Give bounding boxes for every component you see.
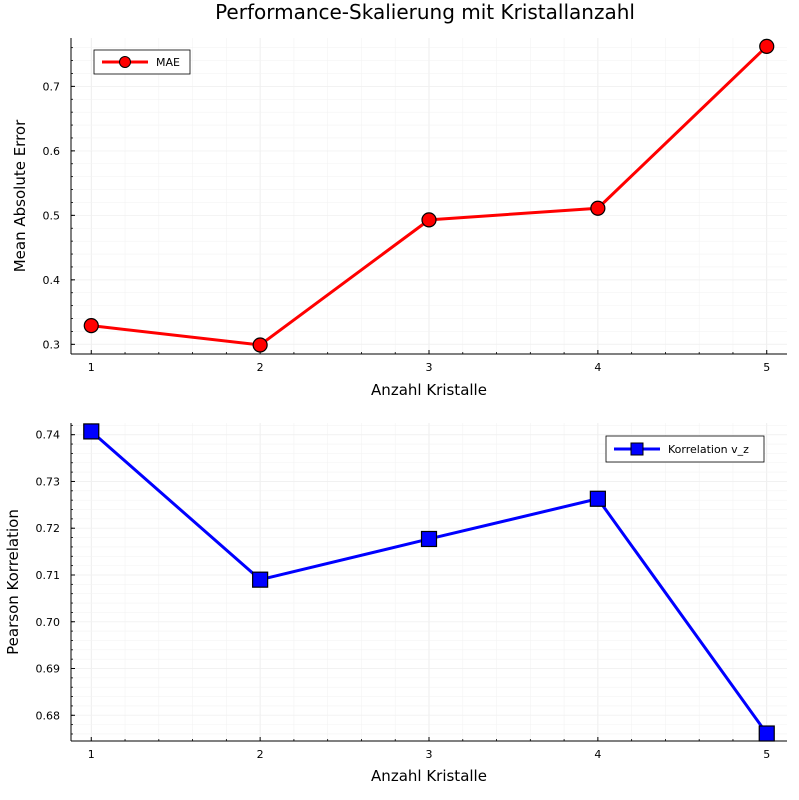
x-tick-label: 3 bbox=[426, 361, 433, 374]
y-tick-label: 0.68 bbox=[36, 709, 61, 722]
data-point bbox=[83, 423, 100, 440]
y-axis-label: Pearson Korrelation bbox=[4, 509, 22, 655]
data-point bbox=[252, 571, 269, 588]
data-point bbox=[758, 725, 775, 742]
y-tick-label: 0.4 bbox=[43, 274, 61, 287]
y-tick-label: 0.6 bbox=[43, 145, 61, 158]
grid bbox=[71, 38, 787, 354]
data-point bbox=[83, 318, 99, 334]
correlation-panel: 1 2 3 4 5 0.68 0.69 0.70 0.71 0.72 0.73 0.74 Anzahl … bbox=[4, 423, 787, 785]
x-tick-label: 4 bbox=[594, 748, 601, 761]
x-axis-label: Anzahl Kristalle bbox=[371, 767, 487, 785]
y-axis-label: Mean Absolute Error bbox=[11, 119, 29, 272]
legend-label: MAE bbox=[156, 56, 180, 69]
y-tick-label: 0.7 bbox=[43, 80, 61, 93]
y-tick-label: 0.69 bbox=[36, 663, 61, 676]
x-tick-label: 5 bbox=[763, 361, 770, 374]
x-tick-label: 3 bbox=[426, 748, 433, 761]
mae-panel: 1 2 3 4 5 0.3 0.4 0.5 0.6 0.7 Anzahl Kristalle Mean… bbox=[11, 38, 787, 399]
y-tick-label: 0.70 bbox=[36, 616, 61, 629]
grid bbox=[71, 423, 787, 741]
x-axis-label: Anzahl Kristalle bbox=[371, 381, 487, 399]
legend-marker bbox=[630, 442, 644, 456]
data-point bbox=[590, 200, 606, 216]
y-tick-label: 0.71 bbox=[36, 569, 61, 582]
x-tick-label: 2 bbox=[257, 748, 264, 761]
data-point bbox=[589, 490, 606, 507]
data-point bbox=[759, 38, 775, 54]
legend-marker bbox=[119, 56, 131, 68]
y-tick-label: 0.3 bbox=[43, 338, 61, 351]
chart-title: Performance-Skalierung mit Kristallanzah… bbox=[215, 0, 635, 24]
data-point bbox=[420, 530, 438, 548]
x-tick-label: 5 bbox=[763, 748, 770, 761]
x-tick-label: 4 bbox=[594, 361, 601, 374]
x-tick-label: 1 bbox=[88, 361, 95, 374]
data-point bbox=[421, 212, 437, 228]
x-tick-label: 2 bbox=[257, 361, 264, 374]
y-tick-label: 0.5 bbox=[43, 209, 61, 222]
y-tick-label: 0.72 bbox=[36, 522, 61, 535]
y-tick-label: 0.74 bbox=[36, 429, 61, 442]
legend-label: Korrelation v_z bbox=[668, 443, 749, 456]
y-tick-label: 0.73 bbox=[36, 475, 61, 488]
data-point bbox=[252, 337, 268, 353]
x-tick-label: 1 bbox=[88, 748, 95, 761]
